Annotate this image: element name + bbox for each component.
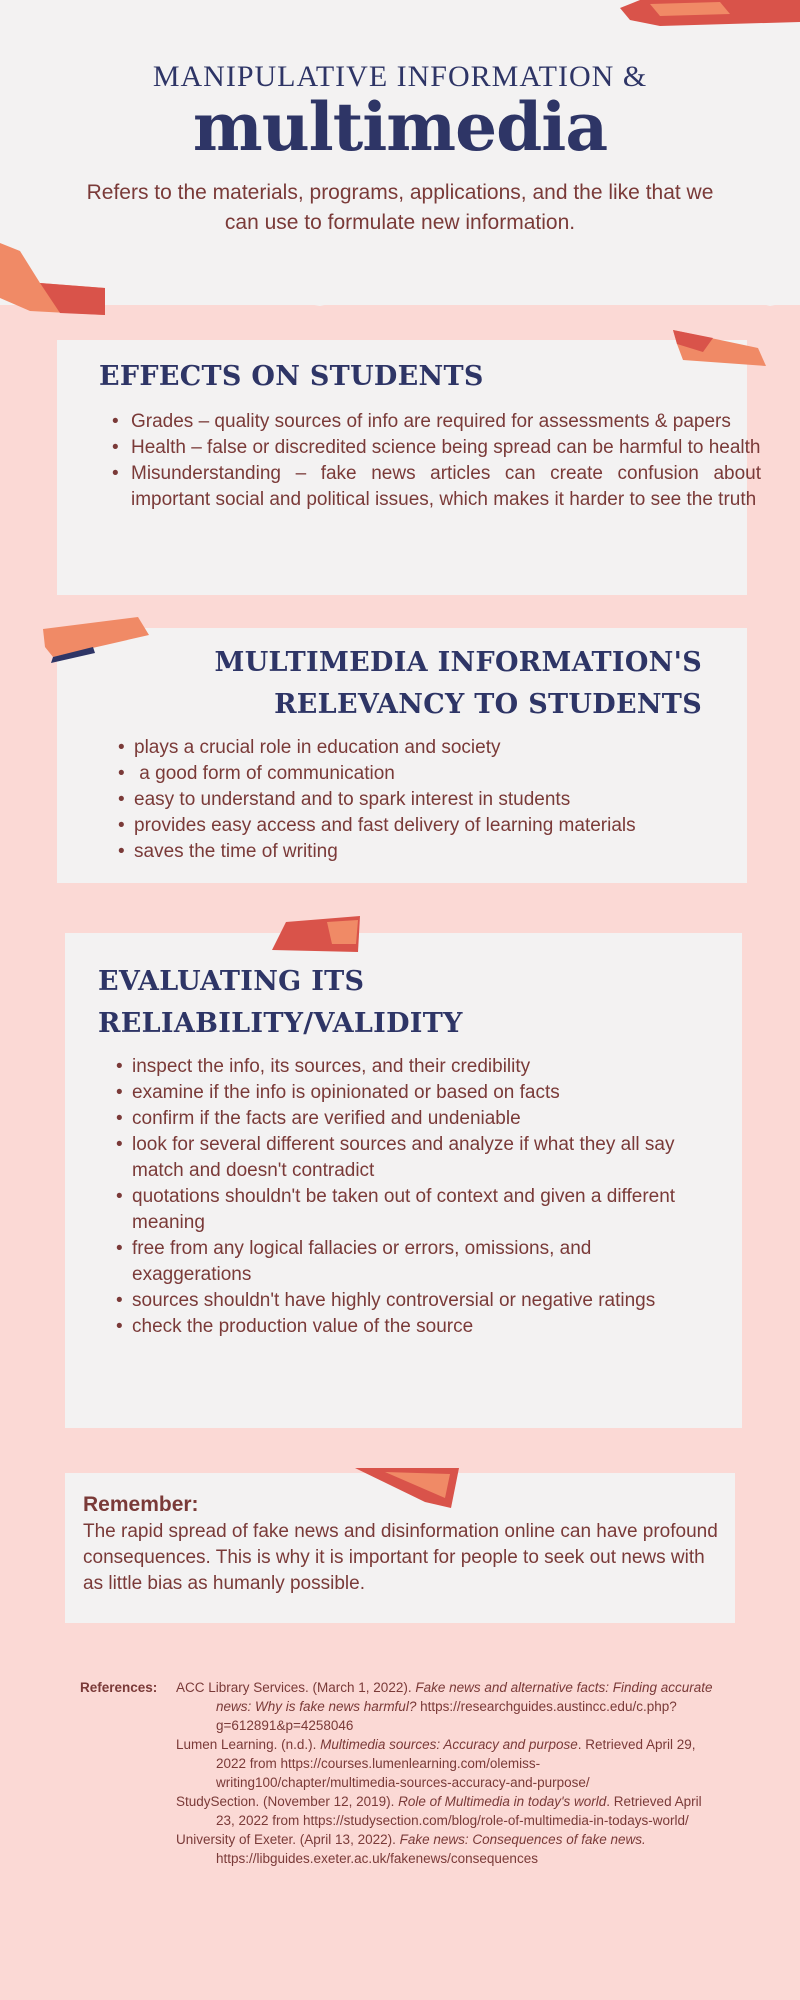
reference-tail: https://researchguides.austincc.edu/c.ph…: [216, 1699, 677, 1733]
relevancy-heading: MULTIMEDIA INFORMATION'S RELEVANCY TO ST…: [215, 642, 702, 726]
tape-decoration-evaluating: [272, 916, 360, 952]
header-paper: [0, 0, 800, 305]
page-title: multimedia: [192, 88, 608, 166]
evaluating-heading: EVALUATING ITS RELIABILITY/VALIDITY: [98, 961, 463, 1045]
list-item: free from any logical fallacies or error…: [113, 1236, 713, 1288]
relevancy-heading-line1: MULTIMEDIA INFORMATION'S: [214, 647, 702, 678]
relevancy-heading-line2: RELEVANCY TO STUDENTS: [274, 689, 702, 720]
list-item: check the production value of the source: [113, 1314, 713, 1340]
tape-decoration-left: [0, 243, 105, 315]
reference-lead: Lumen Learning. (n.d.).: [176, 1737, 321, 1752]
references-list: ACC Library Services. (March 1, 2022). F…: [176, 1678, 718, 1868]
relevancy-card: MULTIMEDIA INFORMATION'S RELEVANCY TO ST…: [57, 628, 747, 883]
list-item: Misunderstanding – fake news articles ca…: [112, 461, 761, 513]
tape-decoration-remember: [355, 1468, 459, 1508]
evaluating-card: EVALUATING ITS RELIABILITY/VALIDITY insp…: [65, 933, 742, 1428]
tape-decoration-effects: [673, 330, 766, 366]
list-item: sources shouldn't have highly controvers…: [113, 1288, 713, 1314]
torn-paper-edge: [0, 270, 800, 306]
reference-tail: . Retrieved April 29, 2022 from https://…: [216, 1737, 696, 1790]
reference-lead: StudySection. (November 12, 2019).: [176, 1794, 399, 1809]
effects-heading: EFFECTS ON STUDENTS: [99, 361, 484, 392]
remember-card: Remember: The rapid spread of fake news …: [65, 1473, 735, 1623]
list-item: plays a crucial role in education and so…: [115, 735, 735, 761]
reference-title: Role of Multimedia in today's world: [398, 1794, 607, 1809]
reference-lead: ACC Library Services. (March 1, 2022).: [176, 1680, 416, 1695]
reference-tail: . Retrieved April 23, 2022 from https://…: [216, 1794, 702, 1828]
list-item: easy to understand and to spark interest…: [115, 787, 735, 813]
list-item: examine if the info is opinionated or ba…: [113, 1080, 713, 1106]
relevancy-list: plays a crucial role in education and so…: [115, 735, 735, 865]
effects-card: EFFECTS ON STUDENTS Grades – quality sou…: [57, 340, 761, 595]
reference-entry: StudySection. (November 12, 2019). Role …: [176, 1792, 718, 1830]
list-item: look for several different sources and a…: [113, 1132, 713, 1184]
header-kicker: MANIPULATIVE INFORMATION &: [152, 60, 648, 93]
list-item: confirm if the facts are verified and un…: [113, 1106, 713, 1132]
list-item: saves the time of writing: [115, 839, 735, 865]
reference-title: Fake news: Consequences of fake news.: [399, 1832, 646, 1847]
remember-body: The rapid spread of fake news and disinf…: [83, 1521, 718, 1594]
reference-title: Fake news and alternative facts: Finding…: [216, 1680, 713, 1714]
reference-title: Multimedia sources: Accuracy and purpose: [320, 1737, 578, 1752]
evaluating-list: inspect the info, its sources, and their…: [113, 1054, 713, 1340]
reference-tail: https://libguides.exeter.ac.uk/fakenews/…: [216, 1851, 538, 1866]
list-item: Health – false or discredited science be…: [112, 435, 761, 461]
reference-entry: ACC Library Services. (March 1, 2022). F…: [176, 1678, 718, 1735]
references-label: References:: [80, 1680, 158, 1695]
list-item: inspect the info, its sources, and their…: [113, 1054, 713, 1080]
list-item: a good form of communication: [115, 761, 735, 787]
list-item: provides easy access and fast delivery o…: [115, 813, 735, 839]
reference-entry: Lumen Learning. (n.d.). Multimedia sourc…: [176, 1735, 718, 1792]
effects-list: Grades – quality sources of info are req…: [112, 409, 761, 513]
list-item: Grades – quality sources of info are req…: [112, 409, 761, 435]
reference-entry: University of Exeter. (April 13, 2022). …: [176, 1830, 718, 1868]
remember-heading: Remember:: [83, 1493, 199, 1516]
tape-decoration-relevancy: [43, 617, 149, 663]
tape-decoration-top-right: [620, 0, 800, 26]
list-item: quotations shouldn't be taken out of con…: [113, 1184, 713, 1236]
evaluating-heading-line1: EVALUATING ITS: [98, 966, 365, 997]
header-subtitle: Refers to the materials, programs, appli…: [86, 181, 714, 234]
reference-lead: University of Exeter. (April 13, 2022).: [176, 1832, 400, 1847]
evaluating-heading-line2: RELIABILITY/VALIDITY: [98, 1008, 463, 1039]
